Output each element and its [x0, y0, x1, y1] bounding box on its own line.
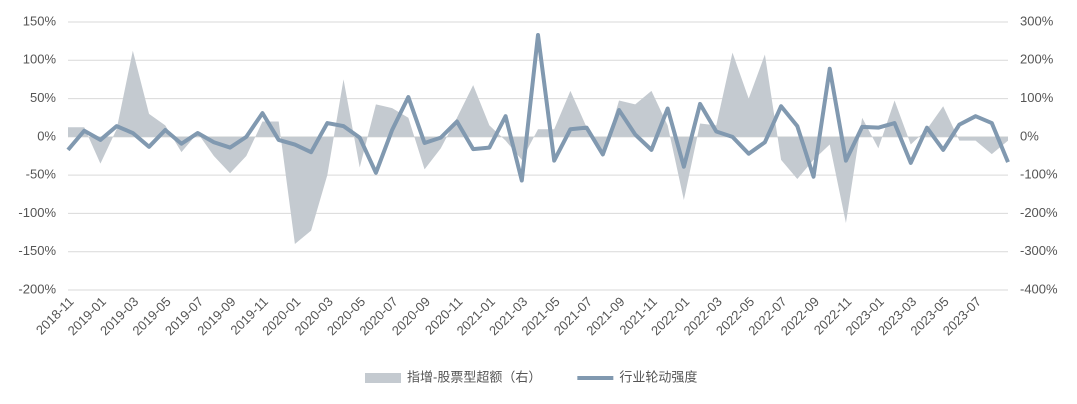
y2-tick-label: -300%	[1020, 243, 1058, 258]
y-tick-label: -50%	[26, 167, 57, 182]
y2-tick-label: 0%	[1020, 128, 1039, 143]
y2-tick-label: 100%	[1020, 90, 1054, 105]
y2-tick-label: -400%	[1020, 281, 1058, 296]
y2-tick-label: 200%	[1020, 52, 1054, 67]
y-tick-label: -200%	[18, 281, 56, 296]
y2-tick-label: -200%	[1020, 205, 1058, 220]
y-tick-label: -100%	[18, 205, 56, 220]
y-tick-label: -150%	[18, 243, 56, 258]
y-tick-label: 100%	[23, 52, 57, 67]
y-tick-label: 150%	[23, 13, 57, 28]
y2-tick-label: 300%	[1020, 13, 1054, 28]
y2-tick-label: -100%	[1020, 167, 1058, 182]
y-tick-label: 0%	[37, 128, 56, 143]
legend-label: 指增-股票型超额（右）	[407, 369, 541, 384]
legend-swatch	[365, 373, 401, 383]
legend-label: 行业轮动强度	[619, 369, 697, 384]
area	[68, 50, 1008, 245]
line	[66, 33, 1010, 183]
y-tick-label: 50%	[30, 90, 56, 105]
